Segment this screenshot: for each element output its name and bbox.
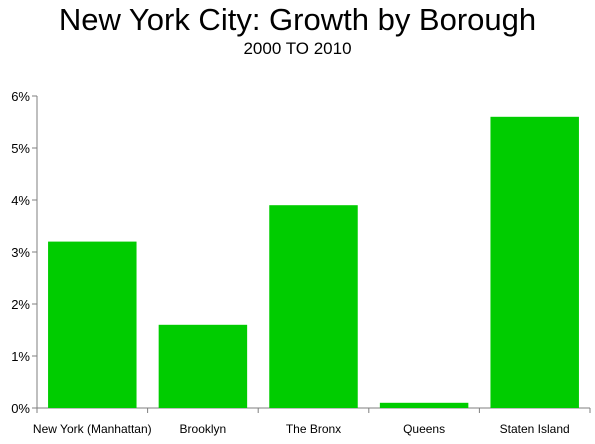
x-tick-labels: New York (Manhattan) Brooklyn The Bronx Que… <box>33 422 570 436</box>
x-tick-label: Queens <box>403 422 445 436</box>
y-tick-label: 0% <box>11 401 30 416</box>
bars <box>48 116 579 409</box>
bar-staten-island <box>490 116 579 409</box>
y-axis: 0% 1% 2% 3% 4% 5% 6% <box>11 89 38 416</box>
y-tick-label: 2% <box>11 297 30 312</box>
x-tick-label: Staten Island <box>500 422 570 436</box>
bar-brooklyn <box>158 324 248 408</box>
x-tick-label: Brooklyn <box>180 422 227 436</box>
x-tick-label: The Bronx <box>286 422 341 436</box>
bar-queens <box>379 402 469 408</box>
y-tick-label: 1% <box>11 349 30 364</box>
x-tick-label: New York (Manhattan) <box>33 422 152 436</box>
chart-subtitle: 2000 TO 2010 <box>243 39 352 58</box>
y-tick-label: 4% <box>11 193 30 208</box>
bar-the-bronx <box>269 205 358 408</box>
y-tick-label: 6% <box>11 89 30 104</box>
chart-title: New York City: Growth by Borough <box>58 2 537 37</box>
y-tick-label: 5% <box>11 141 30 156</box>
y-tick-label: 3% <box>11 245 30 260</box>
bar-new-york-manhattan <box>48 241 137 408</box>
x-axis <box>36 407 591 413</box>
